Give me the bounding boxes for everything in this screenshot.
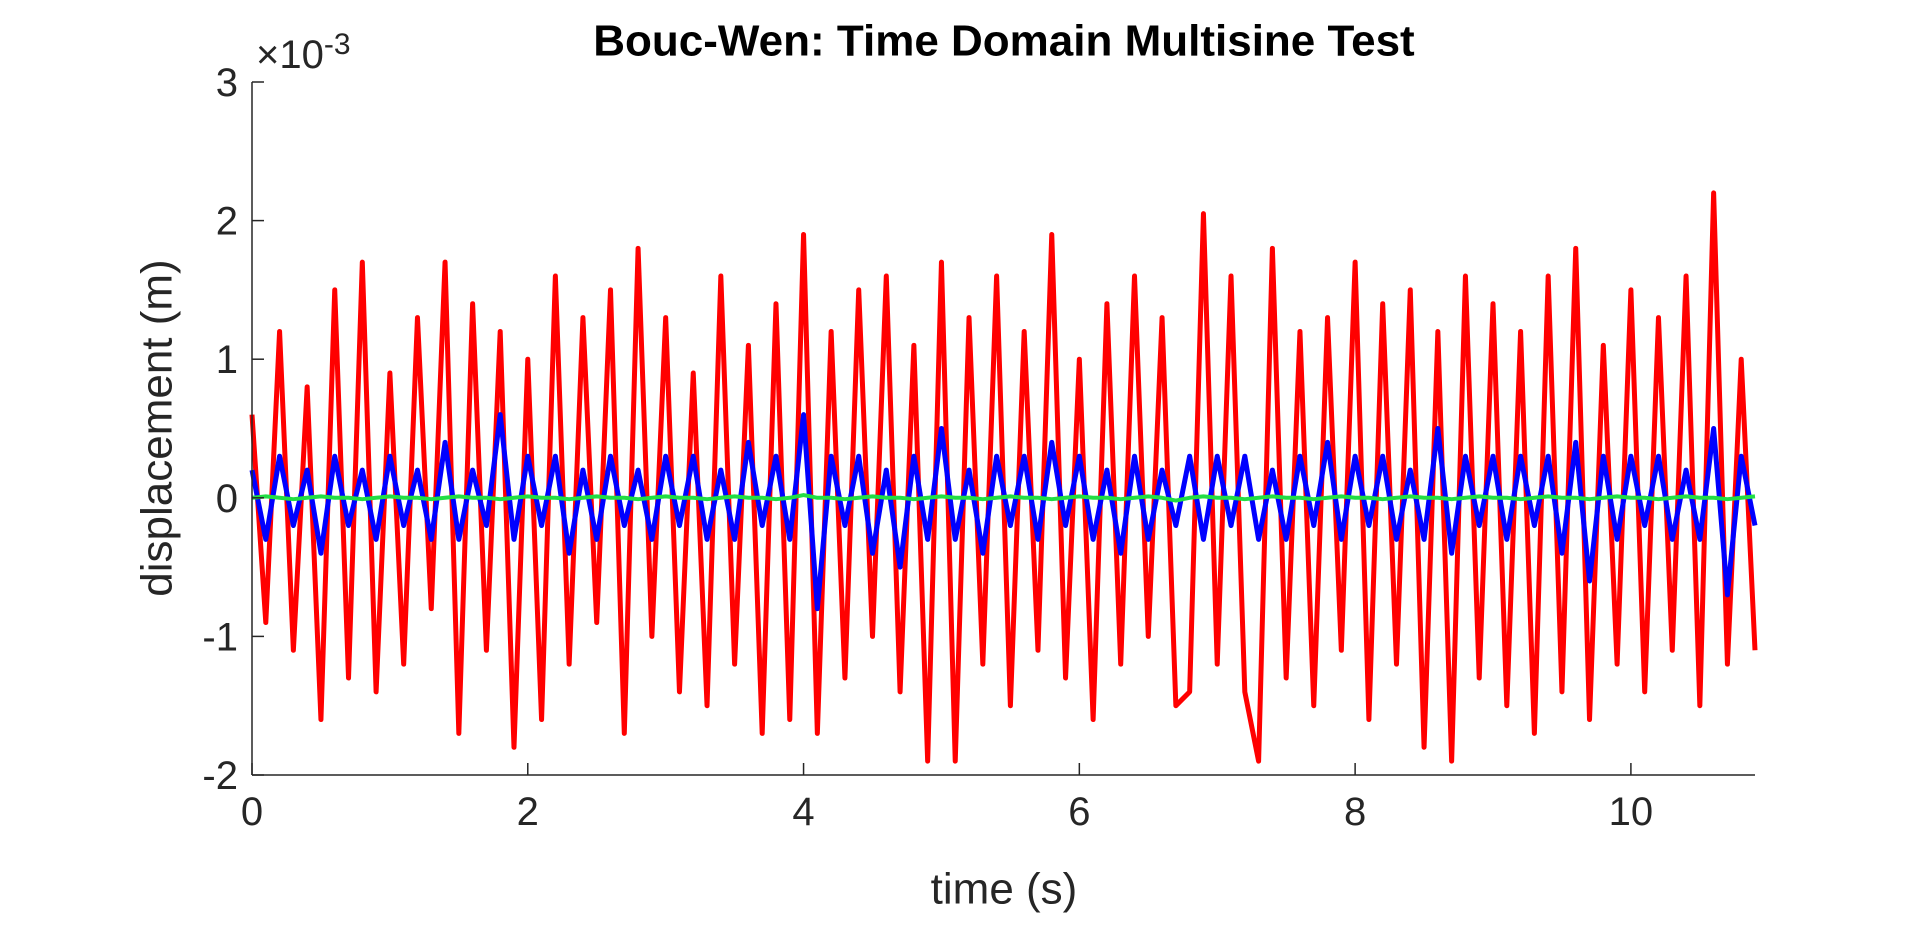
- y-tick-label: 3: [216, 61, 238, 105]
- y-axis-title: displacement (m): [133, 259, 182, 596]
- chart-title: Bouc-Wen: Time Domain Multisine Test: [593, 17, 1415, 66]
- x-tick-label: 0: [241, 790, 263, 834]
- x-tick-label: 8: [1344, 790, 1366, 834]
- multiplier-base: ×10: [256, 33, 324, 77]
- x-tick-label: 10: [1609, 790, 1654, 834]
- line-series: [249, 190, 1758, 764]
- y-tick-label: -2: [202, 754, 238, 798]
- line-series: [251, 493, 1756, 503]
- y-tick-label: 1: [216, 338, 238, 382]
- y-tick-label: 2: [216, 200, 238, 244]
- y-tick-label: -1: [202, 615, 238, 659]
- x-tick-label: 6: [1068, 790, 1090, 834]
- x-tick-label: 4: [792, 790, 814, 834]
- y-tick-label: 0: [216, 477, 238, 521]
- multiplier-exponent: -3: [324, 28, 351, 61]
- x-tick-label: 2: [517, 790, 539, 834]
- y-multiplier: ×10-3: [256, 28, 351, 77]
- line-series: [249, 412, 1758, 612]
- x-axis-title: time (s): [931, 865, 1078, 914]
